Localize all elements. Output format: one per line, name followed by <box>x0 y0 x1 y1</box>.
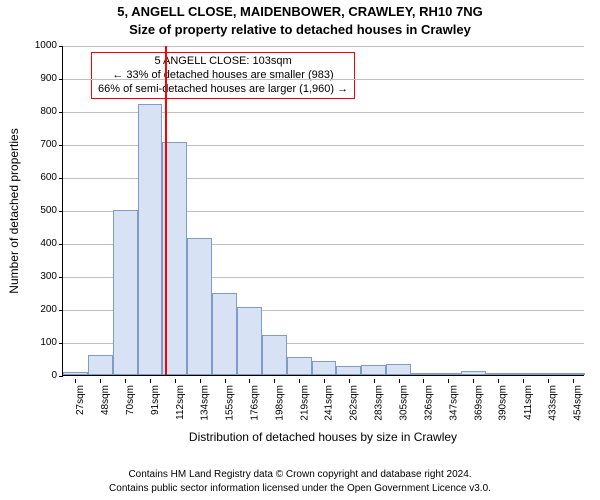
gridline <box>63 46 584 47</box>
info-box: 5 ANGELL CLOSE: 103sqm← 33% of detached … <box>91 52 355 99</box>
y-tick-label: 800 <box>40 106 57 117</box>
y-tick-label: 300 <box>40 271 57 282</box>
histogram-bar <box>336 366 361 375</box>
x-tick-label: 70sqm <box>125 385 136 415</box>
info-box-line: ← 33% of detached houses are smaller (98… <box>98 69 348 83</box>
x-tick-label: 155sqm <box>225 385 236 421</box>
y-tick-label: 200 <box>40 304 57 315</box>
x-tick-label: 347sqm <box>448 385 459 421</box>
x-tick-label: 241sqm <box>324 385 335 421</box>
histogram-bar <box>312 361 337 375</box>
histogram-bar <box>510 373 535 375</box>
info-box-line: 66% of semi-detached houses are larger (… <box>98 83 348 97</box>
histogram-bar <box>535 373 560 375</box>
histogram-bar <box>262 335 287 375</box>
attribution-line1: Contains HM Land Registry data © Crown c… <box>0 469 600 480</box>
histogram-bar <box>113 210 138 375</box>
y-tick-label: 700 <box>40 139 57 150</box>
y-axis-label: Number of detached properties <box>7 128 21 293</box>
gridline <box>63 79 584 80</box>
histogram-bar <box>88 355 113 375</box>
histogram-bar <box>361 365 386 375</box>
histogram-bar <box>237 307 262 375</box>
y-tick-label: 600 <box>40 172 57 183</box>
histogram-bar <box>386 364 411 375</box>
histogram-bar <box>436 373 461 375</box>
x-tick-label: 433sqm <box>548 385 559 421</box>
x-tick-label: 262sqm <box>349 385 360 421</box>
info-box-line: 5 ANGELL CLOSE: 103sqm <box>98 55 348 69</box>
x-tick-label: 48sqm <box>100 385 111 415</box>
x-tick-label: 411sqm <box>523 385 534 420</box>
histogram-bar <box>560 373 585 375</box>
chart-root: 5, ANGELL CLOSE, MAIDENBOWER, CRAWLEY, R… <box>0 0 600 500</box>
title-line2: Size of property relative to detached ho… <box>0 22 600 37</box>
plot-area: 5 ANGELL CLOSE: 103sqm← 33% of detached … <box>62 46 584 376</box>
attribution-line2: Contains public sector information licen… <box>0 483 600 494</box>
histogram-bar <box>411 373 436 375</box>
title-line1: 5, ANGELL CLOSE, MAIDENBOWER, CRAWLEY, R… <box>0 4 600 19</box>
x-tick-label: 283sqm <box>374 385 385 421</box>
x-tick-label: 176sqm <box>249 385 260 421</box>
histogram-bar <box>212 293 237 376</box>
x-tick-label: 27sqm <box>75 385 86 415</box>
x-tick-label: 91sqm <box>150 385 161 415</box>
x-tick-label: 326sqm <box>423 385 434 421</box>
histogram-bar <box>138 104 163 375</box>
y-tick-label: 400 <box>40 238 57 249</box>
histogram-bar <box>461 371 486 375</box>
x-tick-label: 454sqm <box>573 385 584 421</box>
x-tick-label: 112sqm <box>175 385 186 420</box>
y-tick-label: 900 <box>40 73 57 84</box>
y-tick-label: 500 <box>40 205 57 216</box>
x-tick-label: 219sqm <box>299 385 310 421</box>
histogram-bar <box>187 238 212 375</box>
x-tick-label: 198sqm <box>274 385 285 421</box>
y-tick-label: 1000 <box>35 40 57 51</box>
histogram-bar <box>486 373 511 375</box>
y-tick-label: 100 <box>40 337 57 348</box>
x-tick-label: 390sqm <box>498 385 509 421</box>
y-tick-label: 0 <box>51 370 57 381</box>
property-marker-line <box>165 46 167 375</box>
x-axis-label: Distribution of detached houses by size … <box>62 430 584 444</box>
histogram-bar <box>287 357 312 375</box>
histogram-bar <box>63 372 88 375</box>
x-tick-label: 134sqm <box>200 385 211 421</box>
x-tick-label: 305sqm <box>399 385 410 421</box>
x-tick-label: 369sqm <box>473 385 484 421</box>
